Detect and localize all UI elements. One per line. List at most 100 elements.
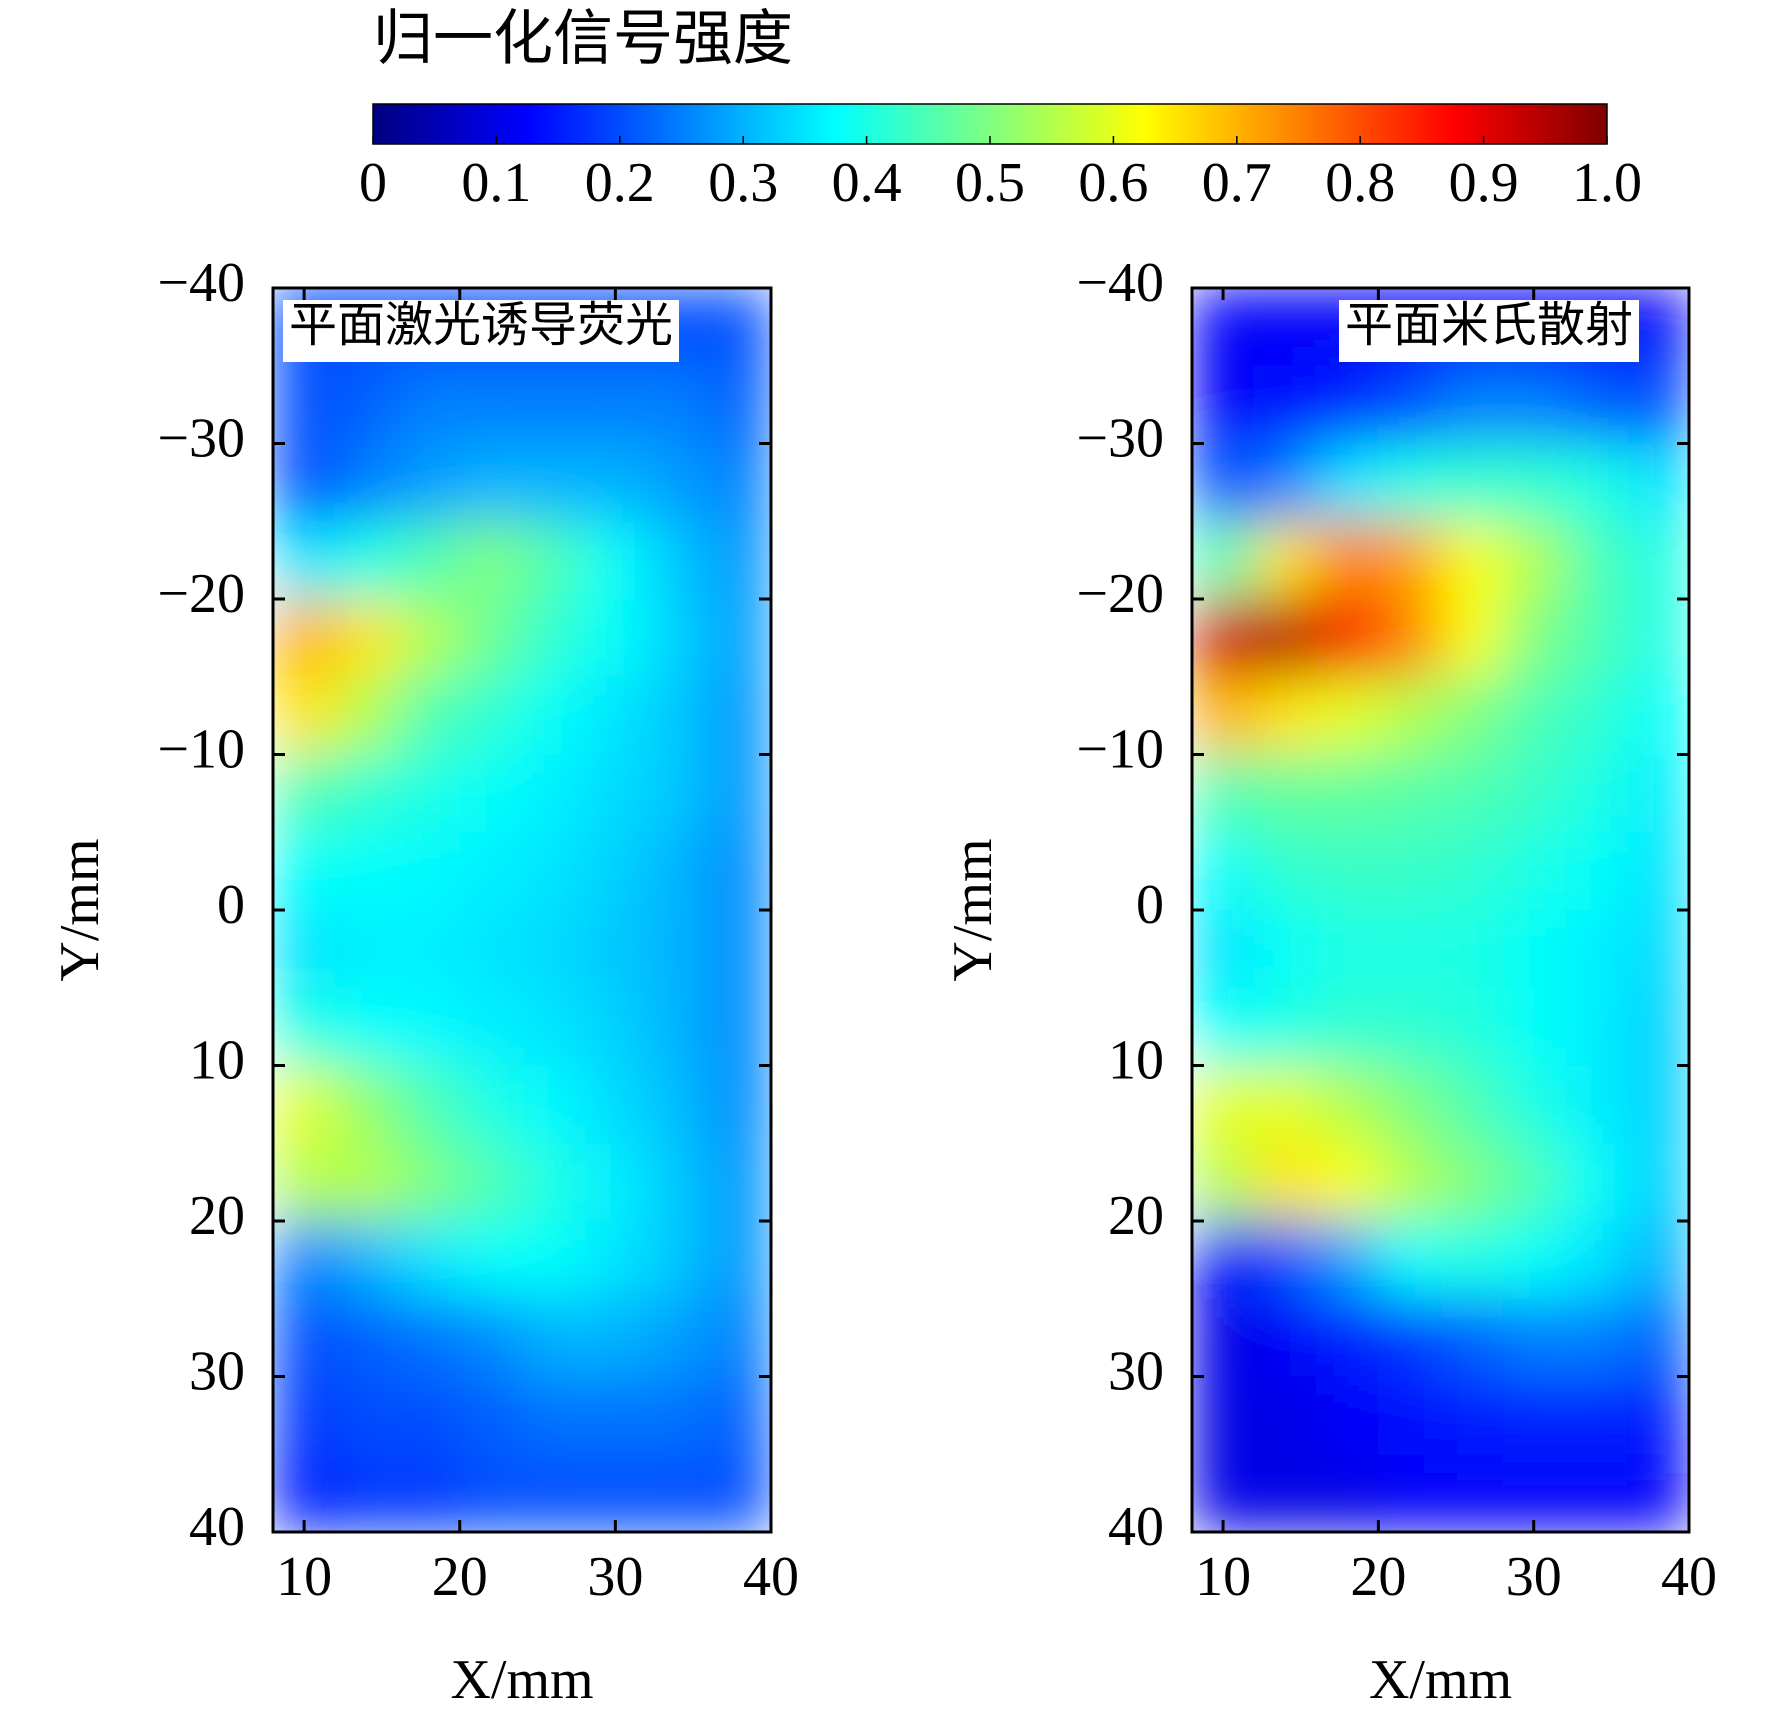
heatmap-cell [584,443,647,522]
heatmap-cell [1316,1221,1379,1300]
colorbar-tick-label: 0.3 [708,152,778,214]
heatmap-cell [1440,521,1504,600]
heatmap-cell [1254,1065,1317,1144]
heatmap-cell [1564,754,1628,833]
heatmap-cell [1192,365,1255,444]
heatmap-cell [1316,676,1379,755]
x-tick-label: 10 [1195,1546,1251,1608]
heatmap-cell [708,987,771,1066]
heatmap-cell [1192,288,1255,367]
heatmap-cell [1254,910,1317,989]
heatmap-cell [584,676,647,755]
heatmap-cell [397,910,461,989]
heatmap-cell [1316,1298,1379,1377]
heatmap-cell [1564,1065,1628,1144]
heatmap-cell [397,1298,461,1377]
heatmap-cell [1440,832,1504,911]
heatmap-cell [708,443,771,522]
annotation-box [1338,300,1639,362]
heatmap-cell [1192,1221,1255,1300]
heatmap-cell [273,910,336,989]
heatmap-cell [522,599,585,678]
heatmap-cell [1254,832,1317,911]
annotation: 平面米氏散射 [1345,299,1633,352]
heatmap-cell [1440,676,1504,755]
heatmap-cell [273,599,336,678]
heatmap-cell [459,1454,523,1532]
heatmap-cell [273,1298,336,1377]
heatmap-cell [397,521,461,600]
heatmap-cell [1378,1298,1441,1377]
heatmap-cell [1626,365,1689,444]
heatmap-cell [1254,521,1317,600]
heatmap-cell [646,599,710,678]
heatmap-cell [1192,987,1255,1066]
annotation: 平面激光诱导荧光 [289,299,673,352]
heatmap-cell [1316,443,1379,522]
heatmap-cell [522,365,585,444]
heatmap-cell [1192,1454,1255,1532]
x-tick-label: 30 [587,1546,643,1608]
y-tick-label: −40 [157,252,245,314]
heatmap-cell [522,754,585,833]
heatmap-cell [1440,1454,1504,1532]
heatmap-cell [1378,443,1441,522]
heatmap-cell [1192,599,1255,678]
heatmap-cell [397,1454,461,1532]
colorbar-tick-label: 0.5 [955,152,1025,214]
heatmap-cell [1564,1298,1628,1377]
x-tick-label: 30 [1506,1546,1562,1608]
heatmap-cell [1316,1143,1379,1222]
heatmap-cell [1254,365,1317,444]
heatmap-cell [1564,676,1628,755]
heatmap-cell [335,754,398,833]
heatmap-cell [273,1065,336,1144]
heatmap-cell [584,1376,647,1455]
heatmap-cell [459,443,523,522]
heatmap-cell [708,910,771,989]
heatmap-cell [1502,910,1566,989]
heatmap-cell [1316,599,1379,678]
colorbar-tick-label: 0.2 [585,152,655,214]
heatmap-cell [1192,1376,1255,1455]
heatmap-cell [708,1454,771,1532]
heatmap-cell [1378,832,1441,911]
y-tick-label: −10 [157,718,245,780]
heatmap-cell [646,1221,710,1300]
heatmap-cell [584,1143,647,1222]
heatmap-cell [1626,599,1689,678]
y-axis-label: Y/mm [49,838,111,981]
heatmap-cell [335,1221,398,1300]
heatmap-cell [522,676,585,755]
heatmap-cell [1626,676,1689,755]
heatmap-cell [708,832,771,911]
heatmap-cell [1626,1143,1689,1222]
heatmap-cell [708,676,771,755]
heatmap-cell [1378,676,1441,755]
heatmap-cell [584,521,647,600]
heatmap-cell [1316,754,1379,833]
heatmap-cell [1440,1298,1504,1377]
heatmap-cell [522,1143,585,1222]
x-tick-label: 40 [1661,1546,1717,1608]
heatmap-cell [1378,1454,1441,1532]
heatmap-cell [335,910,398,989]
heatmap-cell [459,1221,523,1300]
heatmap-cell [273,1454,336,1532]
heatmap-cell [1502,676,1566,755]
heatmap-cell [1502,1376,1566,1455]
heatmap-cell [335,1454,398,1532]
x-tick-label: 40 [743,1546,799,1608]
heatmap-cell [646,443,710,522]
heatmap-cell [1626,1376,1689,1455]
heatmap-cell [1254,1143,1317,1222]
heatmap-cell [335,521,398,600]
heatmap-cell [522,521,585,600]
heatmap-cell [646,521,710,600]
heatmap-cell [584,910,647,989]
heatmap-cell [1316,910,1379,989]
heatmap-cell [1502,1143,1566,1222]
heatmap-cell [335,676,398,755]
heatmap-cell [646,987,710,1066]
heatmap-cell [1254,599,1317,678]
